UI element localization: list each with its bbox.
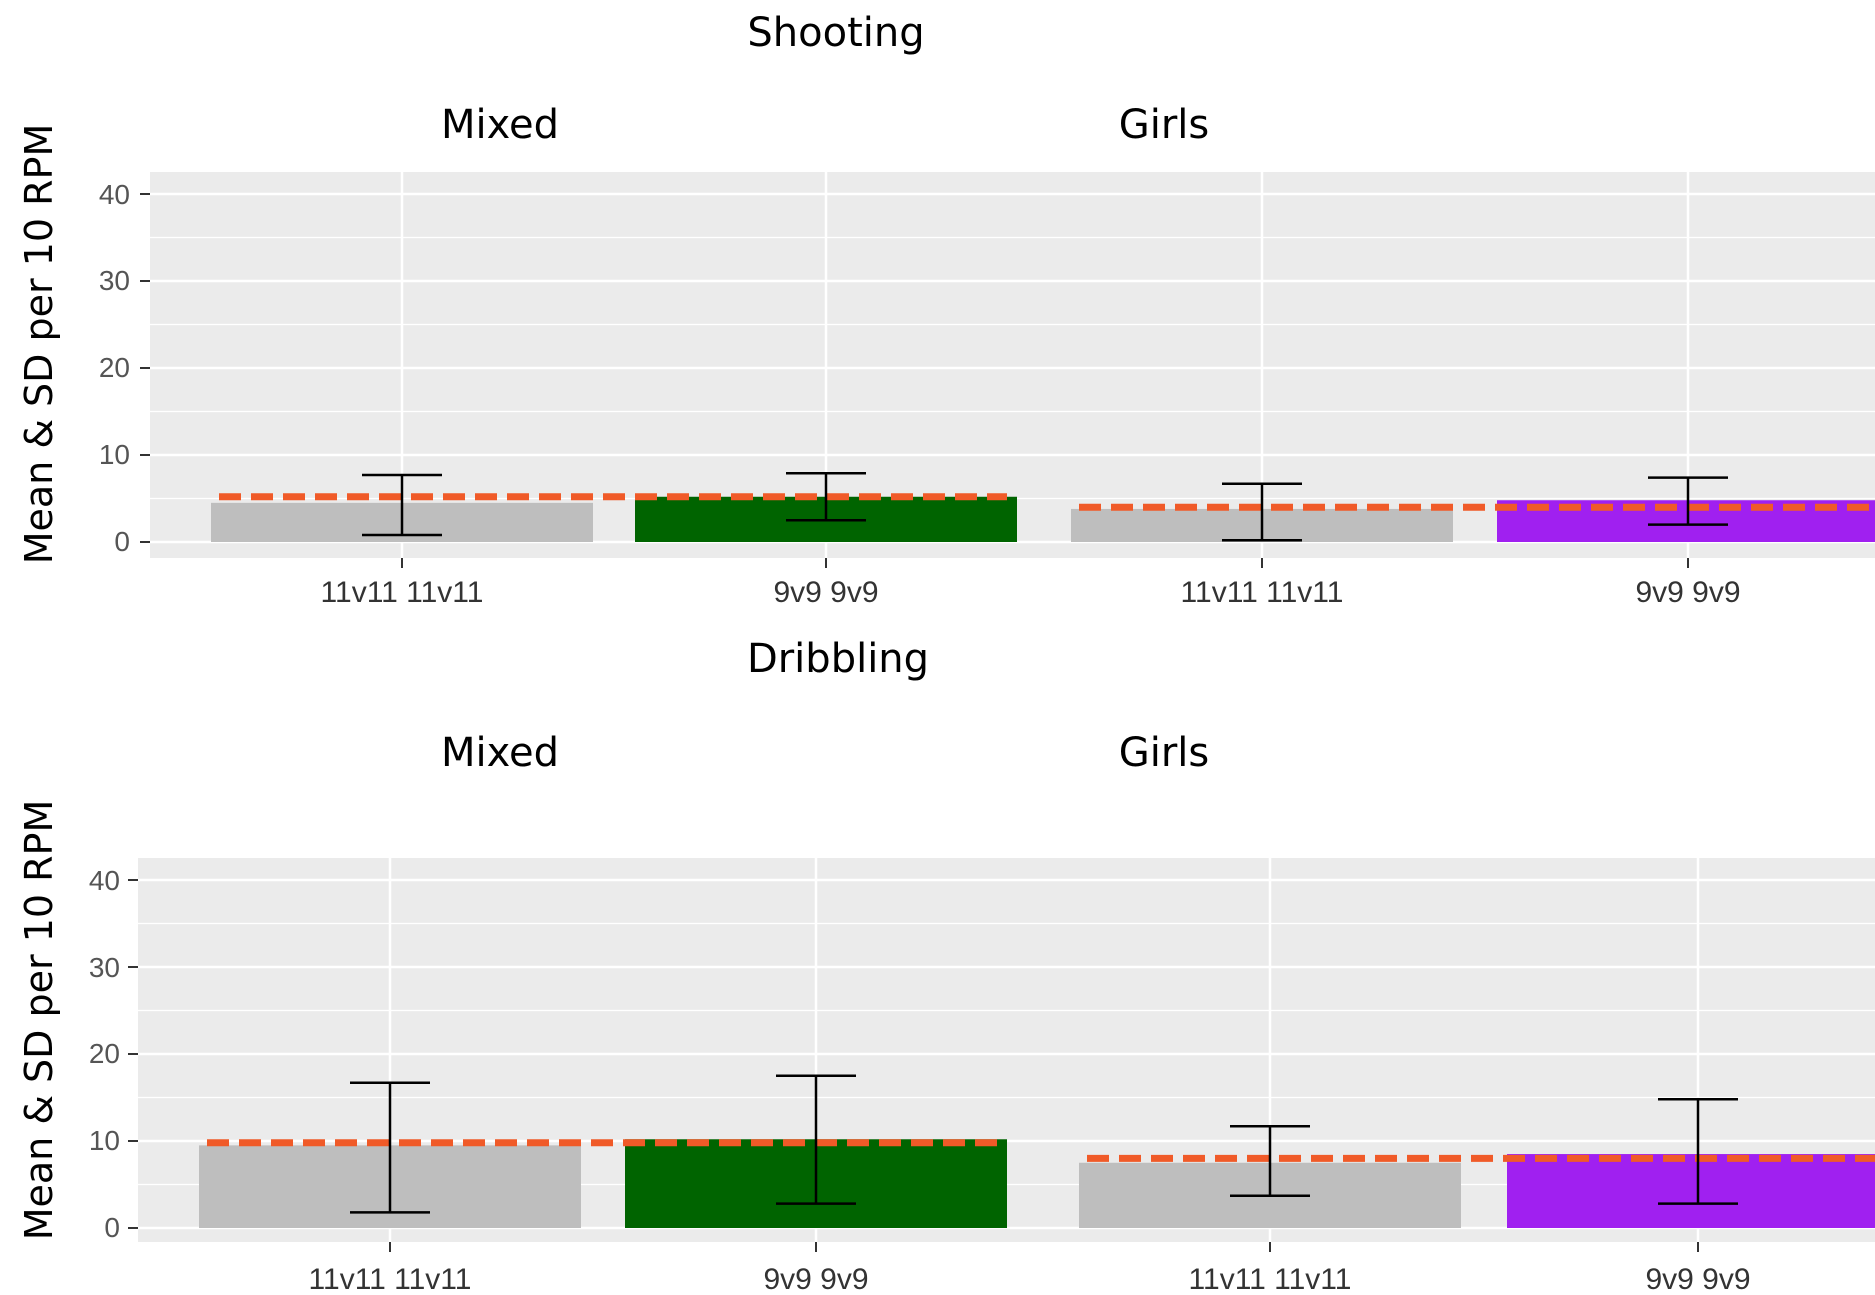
panel-dribbling-mixed xyxy=(128,858,1035,1252)
x-tick-label: 9v9 9v9 xyxy=(1645,1263,1750,1295)
shooting-chart: Shooting Mean & SD per 10 RPM Mixed Girl… xyxy=(17,10,1875,609)
y-tick-label: 30 xyxy=(89,952,120,983)
y-tick-label: 40 xyxy=(99,179,130,210)
y-tick-label: 10 xyxy=(99,439,130,470)
y-tick-label: 20 xyxy=(89,1038,120,1069)
y-tick-label: 20 xyxy=(99,352,130,383)
chart-title-dribbling: Dribbling xyxy=(747,636,929,682)
x-tick-label: 9v9 9v9 xyxy=(1635,576,1740,609)
y-tick-label: 10 xyxy=(89,1125,120,1156)
dribbling-chart: Dribbling Mean & SD per 10 RPM Mixed Gir… xyxy=(17,636,1875,1295)
chart-title-shooting: Shooting xyxy=(747,10,924,56)
y-axis-ticks-shooting: 0 10 20 30 40 xyxy=(99,179,130,557)
x-tick-label: 11v11 11v11 xyxy=(321,576,484,609)
y-tick-label: 30 xyxy=(99,265,130,296)
panel-title-dribbling-girls: Girls xyxy=(1119,730,1210,776)
y-tick-label: 0 xyxy=(114,526,130,557)
y-tick-label: 40 xyxy=(89,865,120,896)
x-tick-label: 11v11 11v11 xyxy=(1181,576,1344,609)
x-tick-label: 11v11 11v11 xyxy=(1189,1263,1352,1295)
panel-shooting-mixed xyxy=(140,172,1048,568)
y-axis-ticks-dribbling: 0 10 20 30 40 xyxy=(89,865,120,1243)
panel-background xyxy=(1048,172,1875,558)
y-axis-label-shooting: Mean & SD per 10 RPM xyxy=(17,124,61,565)
x-tick-label: 11v11 11v11 xyxy=(309,1263,472,1295)
panel-dribbling-girls xyxy=(1035,858,1875,1252)
panel-title-dribbling-mixed: Mixed xyxy=(441,730,559,776)
panel-title-shooting-mixed: Mixed xyxy=(441,102,559,148)
bar-9v9 xyxy=(1507,1154,1875,1228)
x-axis-labels-shooting: 11v11 11v11 9v9 9v9 11v11 11v11 9v9 9v9 xyxy=(321,576,1741,609)
panel-shooting-girls xyxy=(1048,172,1875,568)
x-tick-label: 9v9 9v9 xyxy=(773,576,878,609)
panel-title-shooting-girls: Girls xyxy=(1119,102,1210,148)
x-tick-label: 9v9 9v9 xyxy=(763,1263,868,1295)
x-axis-labels-dribbling: 11v11 11v11 9v9 9v9 11v11 11v11 9v9 9v9 xyxy=(309,1263,1751,1295)
y-axis-label-dribbling: Mean & SD per 10 RPM xyxy=(17,800,61,1241)
y-tick-label: 0 xyxy=(104,1212,120,1243)
